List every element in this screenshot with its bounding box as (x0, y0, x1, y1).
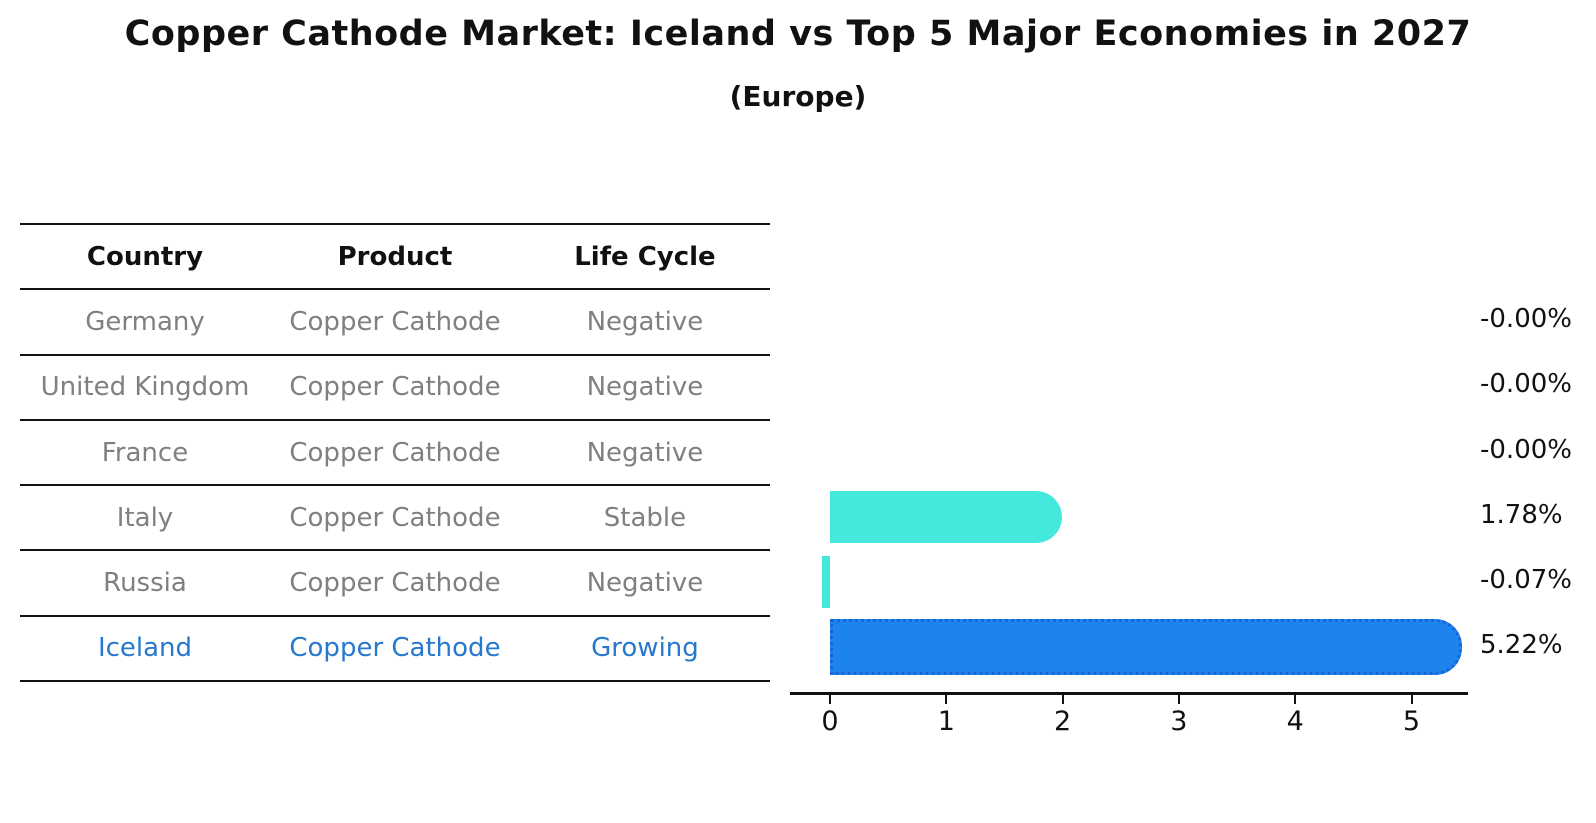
table-cell-country: United Kingdom (40, 372, 250, 403)
value-label: -0.00% (1480, 434, 1572, 465)
country-table: Country Product Life Cycle Germany Copper… (20, 223, 770, 683)
column-header-life-cycle: Life Cycle (574, 241, 716, 272)
x-axis-tick-mark (1410, 695, 1413, 704)
x-axis-tick-mark (1294, 695, 1297, 704)
chart-title: Copper Cathode Market: Iceland vs Top 5 … (124, 14, 1472, 54)
table-row: Italy Copper Cathode Stable (20, 484, 770, 549)
x-axis-tick-label: 0 (821, 706, 839, 737)
table-header-row: Country Product Life Cycle (20, 223, 770, 288)
x-axis-tick-mark (1177, 695, 1180, 704)
table-cell-life-cycle: Stable (603, 502, 687, 533)
table-cell-country: France (101, 437, 189, 468)
table-cell-product: Copper Cathode (289, 568, 501, 599)
bar-russia (821, 556, 830, 609)
table-cell-life-cycle: Negative (586, 306, 704, 337)
table-cell-country: Germany (85, 306, 205, 337)
x-axis-tick-label: 3 (1170, 706, 1188, 737)
x-axis-tick-mark (829, 695, 831, 704)
x-axis-tick-label: 1 (937, 706, 955, 737)
value-label: 1.78% (1480, 499, 1563, 530)
table-cell-life-cycle: Negative (586, 568, 704, 599)
x-axis-tick-mark (1061, 695, 1064, 704)
table-cell-product: Copper Cathode (289, 306, 501, 337)
column-header-product: Product (337, 241, 453, 272)
table-cell-product: Copper Cathode (289, 372, 501, 403)
table-row: Russia Copper Cathode Negative (20, 549, 770, 614)
table-cell-product: Copper Cathode (289, 502, 501, 533)
table-cell-life-cycle: Negative (586, 437, 704, 468)
table-row: United Kingdom Copper Cathode Negative (20, 353, 770, 419)
table-cell-life-cycle: Growing (591, 633, 699, 664)
x-axis-tick-label: 4 (1286, 706, 1304, 737)
table-cell-country: Iceland (97, 633, 193, 664)
table-cell-product: Copper Cathode (289, 437, 501, 468)
x-axis-tick-label: 2 (1054, 706, 1072, 737)
x-axis-line (790, 692, 1468, 695)
table-cell-product: Copper Cathode (289, 633, 501, 664)
value-label: -0.00% (1480, 369, 1572, 400)
table-cell-country: Russia (103, 568, 187, 599)
table-cell-country: Italy (116, 502, 174, 533)
table-row: Iceland Copper Cathode Growing (20, 614, 770, 683)
table-cell-life-cycle: Negative (586, 372, 704, 403)
bar-italy (830, 490, 1062, 543)
bar-iceland (830, 619, 1463, 676)
table-row: France Copper Cathode Negative (20, 418, 770, 484)
table-row: Germany Copper Cathode Negative (20, 288, 770, 353)
value-label: -0.07% (1480, 565, 1572, 596)
column-header-country: Country (86, 241, 204, 272)
value-label: 5.22% (1480, 630, 1563, 661)
x-axis-tick-label: 5 (1402, 706, 1421, 737)
value-label: -0.00% (1480, 303, 1572, 334)
x-axis-tick-mark (945, 695, 948, 704)
chart-subtitle: (Europe) (729, 80, 867, 113)
